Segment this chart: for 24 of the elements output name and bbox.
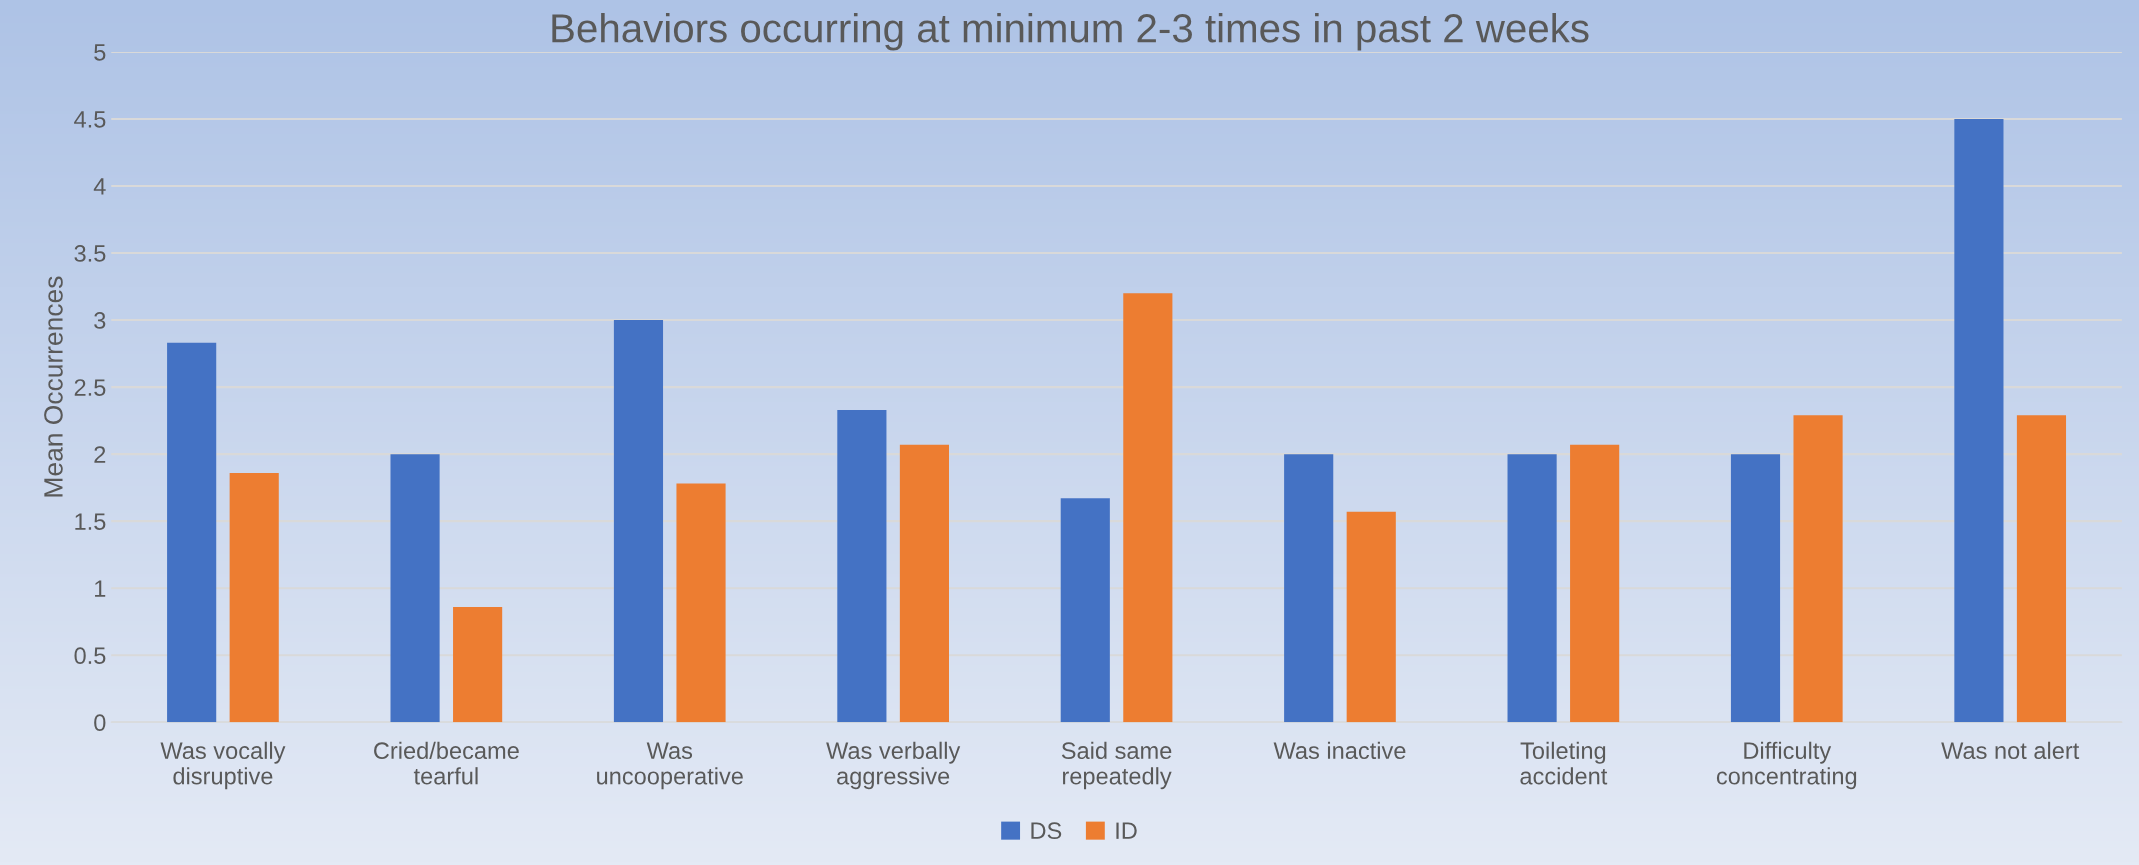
y-tick-label: 0 <box>94 714 106 732</box>
y-tick-label: 1 <box>95 580 106 597</box>
x-tick-label: Was uncooperative <box>597 742 743 790</box>
x-tick-label: Said same repeatedly <box>1061 741 1172 790</box>
y-tick-label: 0.5 <box>74 647 106 665</box>
y-tick-label: 4.5 <box>74 111 106 128</box>
y-tick-label: 2.5 <box>74 379 106 396</box>
x-tick-label: Toileting accident <box>1520 741 1608 785</box>
y-tick-label: 3 <box>94 312 106 329</box>
y-tick-label: 4 <box>93 178 106 195</box>
y-axis-title: Mean Occurrences <box>44 276 63 497</box>
legend-label: DS <box>1031 822 1062 840</box>
y-tick-label: 1.5 <box>75 513 106 530</box>
x-tick-label: Was not alert <box>1941 741 2080 760</box>
x-tick-label: Was vocally disruptive <box>160 741 286 790</box>
x-tick-label: Was inactive <box>1273 741 1406 760</box>
x-tick-label: Was verbally aggressive <box>826 741 961 790</box>
y-tick-label: 5 <box>94 44 106 61</box>
legend-label: ID <box>1116 822 1137 839</box>
y-tick-label: 2 <box>94 446 106 463</box>
x-tick-label: Cried/became tearful <box>374 741 519 785</box>
chart-title: Behaviors occurring at minimum 2-3 times in past 2 weeks <box>552 12 1589 51</box>
y-tick-label: 3.5 <box>74 245 106 262</box>
x-tick-label: Difficulty concentrating <box>1716 741 1857 790</box>
